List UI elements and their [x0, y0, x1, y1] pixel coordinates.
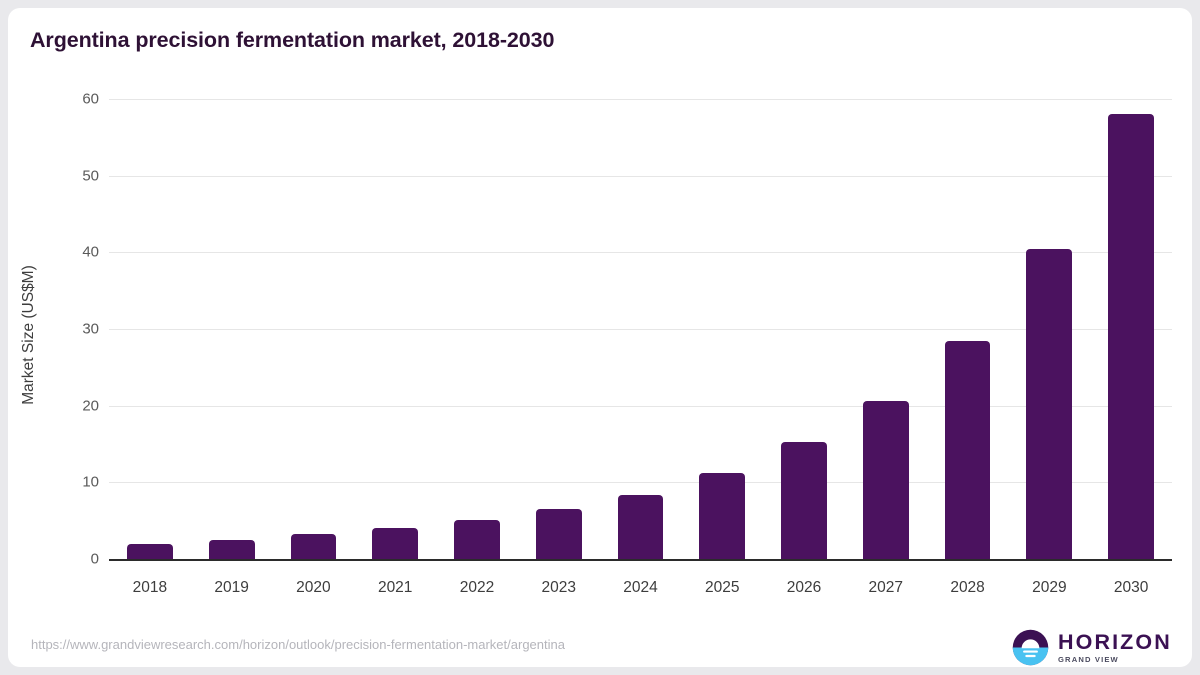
x-tick-label: 2028 — [950, 579, 985, 596]
gridline — [109, 252, 1172, 254]
x-tick-label: 2027 — [868, 579, 904, 596]
y-axis-label: Market Size (US$M) — [20, 265, 37, 405]
brand-tagline: GRAND VIEW RESEARCH — [1058, 655, 1119, 667]
x-tick-label: 2019 — [214, 579, 249, 596]
x-tick-label: 2020 — [296, 579, 331, 596]
bar[interactable] — [862, 401, 909, 559]
x-axis-line — [109, 559, 1172, 561]
y-tick-label: 0 — [90, 550, 99, 568]
horizon-logo-text: HORIZON GRAND VIEW RESEARCH — [1058, 630, 1173, 668]
gridline — [109, 329, 1172, 330]
y-tick-label: 40 — [82, 243, 99, 261]
gridline — [109, 175, 1172, 177]
bar[interactable] — [290, 534, 337, 559]
bar[interactable] — [699, 473, 746, 559]
y-tick-label: 20 — [82, 397, 99, 415]
x-tick-label: 2023 — [541, 579, 576, 596]
bar[interactable] — [208, 539, 255, 559]
x-tick-label: 2030 — [1113, 579, 1149, 596]
x-tick-label: 2021 — [377, 579, 413, 596]
bar[interactable] — [535, 509, 582, 559]
y-tick-label: 30 — [82, 320, 99, 338]
x-tick-label: 2025 — [705, 579, 740, 596]
horizon-logo[interactable]: HORIZON GRAND VIEW RESEARCH — [1012, 627, 1172, 667]
bar[interactable] — [781, 442, 827, 559]
x-tick-label: 2024 — [623, 579, 658, 596]
gridline — [109, 99, 1172, 100]
page-title: Argentina precision fermentation market,… — [30, 28, 555, 52]
bar[interactable] — [1026, 249, 1073, 559]
y-tick-label: 60 — [82, 90, 99, 108]
brand-wordmark: HORIZON — [1058, 630, 1172, 654]
chart-card: Argentina precision fermentation market,… — [8, 8, 1192, 667]
bar[interactable] — [1108, 114, 1154, 559]
x-tick-label: 2026 — [786, 579, 822, 596]
gridline — [109, 482, 1172, 484]
source-url[interactable]: https://www.grandviewresearch.com/horizo… — [31, 637, 565, 652]
bar[interactable] — [126, 543, 173, 559]
gridline — [109, 405, 1172, 407]
bar[interactable] — [944, 340, 991, 559]
x-tick-label: 2022 — [459, 579, 495, 596]
y-tick-label: 50 — [82, 167, 99, 185]
y-tick-label: 10 — [82, 473, 99, 491]
x-tick-label: 2018 — [132, 579, 168, 596]
x-tick-label: 2029 — [1032, 579, 1067, 596]
bar[interactable] — [372, 528, 419, 559]
bar-chart-plot: Market Size (US$M) 0 10 20 30 40 50 60 2018 201… — [8, 8, 1192, 667]
horizon-mark-icon — [1012, 629, 1049, 666]
bar[interactable] — [454, 519, 500, 559]
bar[interactable] — [617, 494, 664, 559]
